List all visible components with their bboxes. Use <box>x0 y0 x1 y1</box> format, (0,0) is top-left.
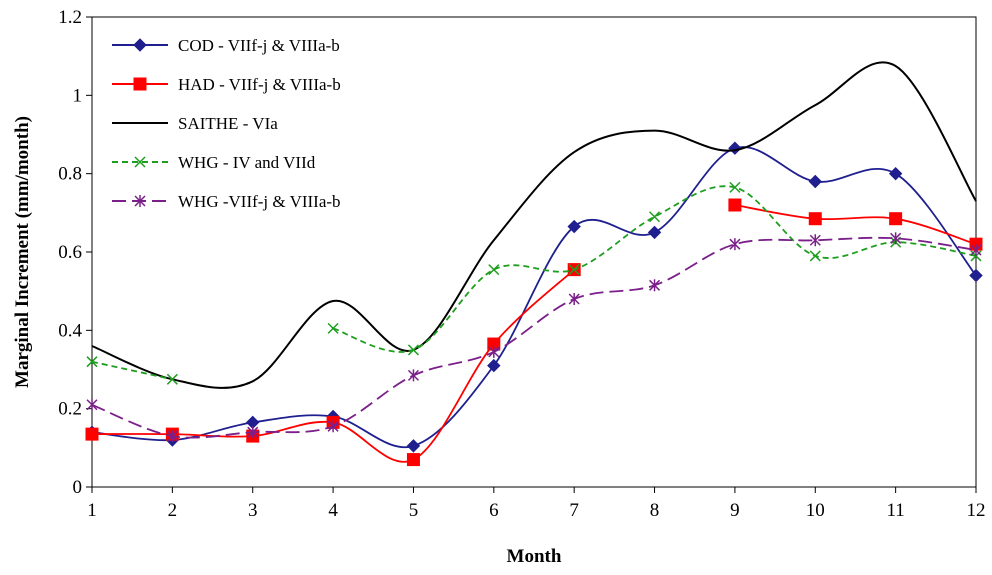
x-tick-label: 8 <box>650 500 660 521</box>
data-point <box>808 174 822 189</box>
data-point <box>488 345 500 358</box>
x-tick-label: 9 <box>730 500 740 521</box>
data-point <box>407 369 419 382</box>
data-point <box>86 398 98 411</box>
data-point <box>568 293 580 305</box>
series-1 <box>85 141 983 453</box>
legend-marker <box>134 195 146 207</box>
legend-item: HAD - VIIf-j & VIIIa-b <box>112 75 341 94</box>
data-point <box>808 212 822 226</box>
data-point <box>729 238 741 251</box>
x-tick-label: 11 <box>886 500 904 521</box>
data-point <box>888 166 903 181</box>
series-5 <box>86 232 982 443</box>
legend-label: COD - VIIf-j & VIIIa-b <box>178 36 340 55</box>
x-tick-label: 12 <box>967 500 986 521</box>
data-point <box>647 225 662 240</box>
series-layer <box>85 61 983 467</box>
data-point <box>166 430 178 443</box>
data-point <box>327 322 339 334</box>
x-axis-title: Month <box>507 546 562 567</box>
y-axis: 0 0.2 0.4 0.6 0.8 1 1.2 <box>58 7 92 498</box>
legend-item: COD - VIIf-j & VIIIa-b <box>112 36 340 55</box>
data-point <box>406 439 421 453</box>
legend-item: WHG -VIIf-j & VIIIa-b <box>112 192 341 211</box>
series-3 <box>91 61 977 389</box>
data-point <box>889 212 903 226</box>
series-line <box>91 236 977 439</box>
data-point <box>407 344 419 356</box>
data-point <box>568 264 580 276</box>
y-tick-label: 0.2 <box>58 399 82 420</box>
data-point <box>488 264 500 276</box>
data-point <box>327 420 339 433</box>
y-tick-label: 0.8 <box>58 164 82 185</box>
data-point <box>487 358 501 373</box>
data-point <box>649 279 661 292</box>
data-point <box>406 453 420 467</box>
data-point <box>649 211 661 223</box>
series-line <box>734 204 977 246</box>
series-line <box>332 185 977 353</box>
legend-label: HAD - VIIf-j & VIIIa-b <box>178 75 341 94</box>
legend: COD - VIIf-j & VIIIa-b HAD - VIIf-j & VII… <box>112 36 341 211</box>
legend-item: SAITHE - VIa <box>112 114 278 133</box>
series-4 <box>86 181 982 385</box>
data-point <box>166 373 178 385</box>
legend-marker <box>133 38 147 52</box>
x-tick-label: 2 <box>168 500 178 521</box>
data-point <box>969 268 983 283</box>
x-tick-label: 5 <box>409 500 419 521</box>
data-point <box>567 219 581 234</box>
y-tick-label: 0 <box>73 477 83 498</box>
data-point <box>247 426 259 439</box>
y-tick-label: 1 <box>73 85 83 106</box>
legend-label: SAITHE - VIa <box>178 114 278 133</box>
data-point <box>809 234 821 247</box>
x-tick-label: 10 <box>806 500 825 521</box>
data-point <box>85 427 99 441</box>
legend-marker <box>133 77 147 91</box>
data-point <box>970 244 982 257</box>
data-point <box>728 198 742 212</box>
x-tick-label: 6 <box>489 500 499 521</box>
series-line <box>91 360 173 381</box>
data-point <box>809 250 821 262</box>
data-point <box>86 356 98 368</box>
x-tick-label: 7 <box>569 500 579 521</box>
y-axis-title: Marginal Increment (mm/month) <box>12 116 33 388</box>
y-tick-label: 0.6 <box>58 242 82 263</box>
x-tick-label: 1 <box>87 500 97 521</box>
data-point <box>729 181 741 193</box>
x-tick-label: 4 <box>328 500 338 521</box>
y-tick-label: 0.4 <box>58 320 82 341</box>
series-line <box>91 61 977 389</box>
legend-item: WHG - IV and VIId <box>112 153 316 172</box>
y-tick-label: 1.2 <box>58 7 82 28</box>
data-point <box>890 232 902 245</box>
series-line <box>91 268 575 463</box>
data-point <box>728 141 742 155</box>
legend-marker <box>134 156 146 168</box>
x-tick-label: 3 <box>248 500 258 521</box>
legend-label: WHG -VIIf-j & VIIIa-b <box>178 192 341 211</box>
legend-label: WHG - IV and VIId <box>178 153 316 172</box>
x-axis: 1 2 3 4 5 6 7 8 9 10 11 12 <box>87 487 986 521</box>
